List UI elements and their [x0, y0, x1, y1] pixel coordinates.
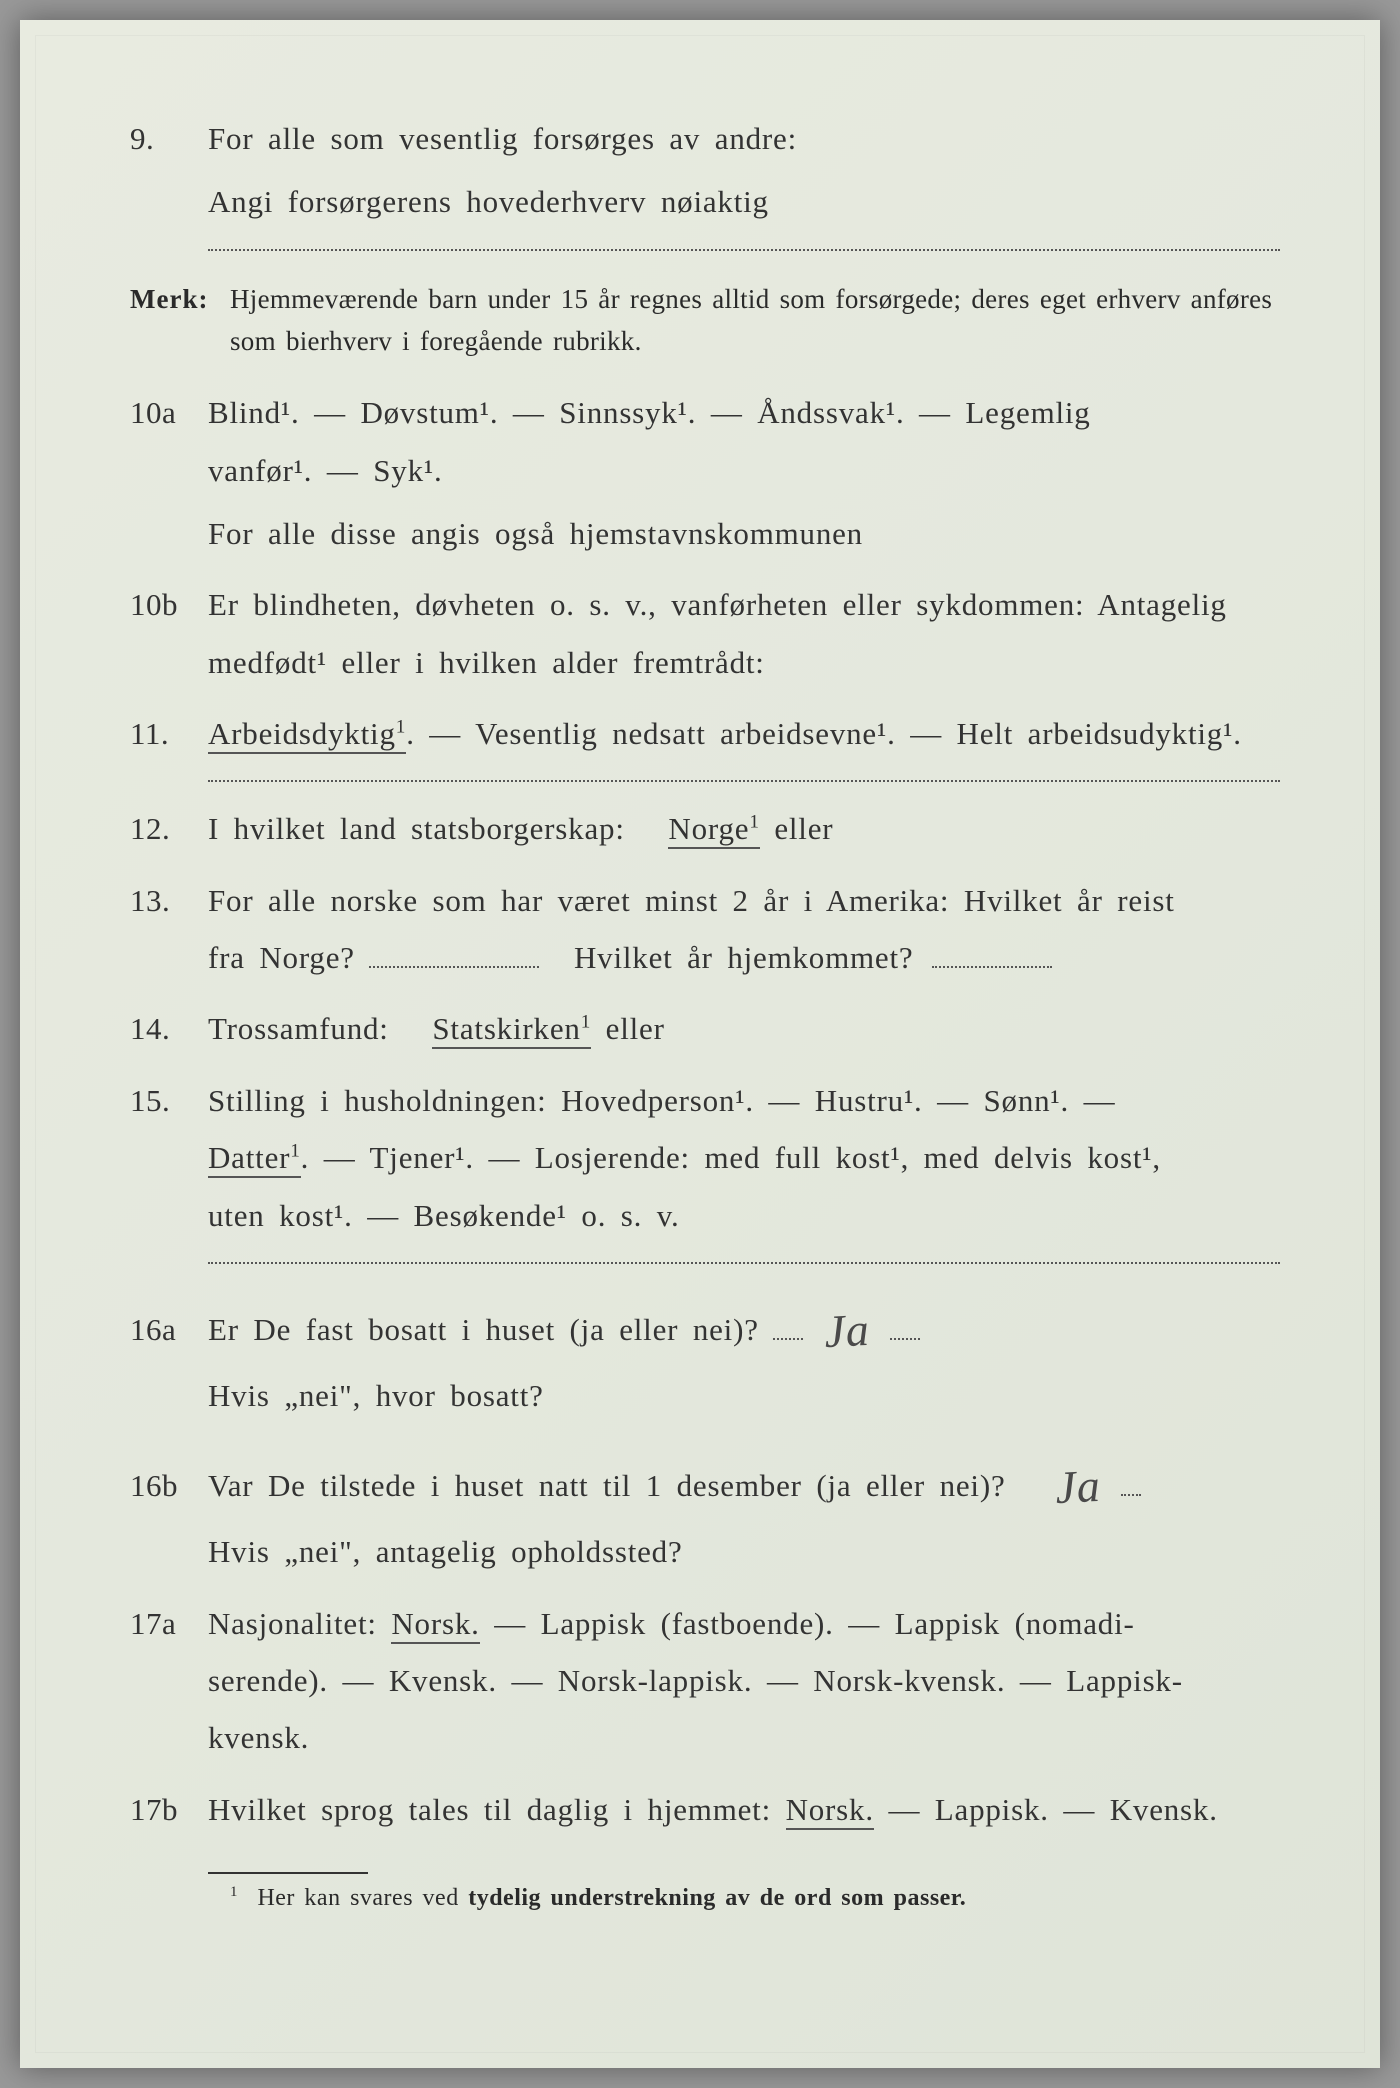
- q11-underline: [208, 780, 1280, 782]
- q15-underline: [208, 1262, 1280, 1264]
- q16a-answer-handwritten: Ja: [822, 1287, 872, 1374]
- q14-number: 14.: [130, 1000, 208, 1057]
- q16b-answer-handwritten: Ja: [1053, 1443, 1103, 1530]
- question-10b: 10b Er blindheten, døvheten o. s. v., va…: [130, 576, 1280, 691]
- q12-body: I hvilket land statsborgerskap: Norge1 e…: [208, 800, 1280, 857]
- q13-line1: For alle norske som har været minst 2 år…: [208, 872, 1280, 929]
- q16a-line1: Er De fast bosatt i huset (ja eller nei)…: [208, 1312, 759, 1347]
- q15-number: 15.: [130, 1072, 208, 1129]
- q10a-line3: For alle disse angis også hjemstavnskomm…: [208, 516, 863, 551]
- question-13: 13. For alle norske som har været minst …: [130, 872, 1280, 987]
- question-17b: 17b Hvilket sprog tales til daglig i hje…: [130, 1781, 1280, 1838]
- question-16a: 16a Er De fast bosatt i huset (ja eller …: [130, 1282, 1280, 1424]
- q15-line3: uten kost¹. — Besøkende¹ o. s. v.: [208, 1198, 680, 1233]
- q9-line1: For alle som vesentlig forsørges av andr…: [208, 110, 1280, 167]
- q9-underline: [208, 249, 1280, 251]
- q10a-opts2: vanfør¹. — Syk¹.: [208, 453, 443, 488]
- q12-selected: Norge1: [668, 811, 759, 849]
- q13-blank1[interactable]: [369, 940, 539, 968]
- q16b-dot: [1121, 1468, 1141, 1496]
- q12-number: 12.: [130, 800, 208, 857]
- question-12: 12. I hvilket land statsborgerskap: Norg…: [130, 800, 1280, 857]
- question-14: 14. Trossamfund: Statskirken1 eller: [130, 1000, 1280, 1057]
- q16a-dot1: [773, 1312, 803, 1340]
- q15-selected: Datter1: [208, 1140, 301, 1178]
- q16a-number: 16a: [130, 1301, 208, 1358]
- q17b-rest: — Lappisk. — Kvensk.: [874, 1792, 1218, 1827]
- q17a-body: Nasjonalitet: Norsk. — Lappisk (fastboen…: [208, 1595, 1280, 1652]
- q12-pre: I hvilket land statsborgerskap:: [208, 811, 639, 846]
- q10a-number: 10a: [130, 384, 208, 441]
- q17b-pre: Hvilket sprog tales til daglig i hjemmet…: [208, 1792, 786, 1827]
- q16b-line2: Hvis „nei", antagelig opholdssted?: [208, 1534, 683, 1569]
- footnote-bold: tydelig understrekning av de ord som pas…: [468, 1885, 966, 1911]
- footnote-pre: Her kan svares ved: [257, 1885, 468, 1911]
- q17a-pre: Nasjonalitet:: [208, 1606, 391, 1641]
- question-11: 11. Arbeidsdyktig1. — Vesentlig nedsatt …: [130, 705, 1280, 782]
- q17b-body: Hvilket sprog tales til daglig i hjemmet…: [208, 1781, 1280, 1838]
- q14-body: Trossamfund: Statskirken1 eller: [208, 1000, 1280, 1057]
- merk-text: Hjemmeværende barn under 15 år regnes al…: [230, 279, 1280, 363]
- question-17a: 17a Nasjonalitet: Norsk. — Lappisk (fast…: [130, 1595, 1280, 1767]
- q14-post: eller: [606, 1011, 665, 1046]
- q9-number: 9.: [130, 110, 208, 167]
- q10b-number: 10b: [130, 576, 208, 633]
- q16a-line2: Hvis „nei", hvor bosatt?: [208, 1378, 544, 1413]
- q17b-number: 17b: [130, 1781, 208, 1838]
- merk-label: Merk:: [130, 284, 230, 315]
- q11-rest: . — Vesentlig nedsatt arbeidsevne¹. — He…: [406, 716, 1242, 751]
- q10b-line1: Er blindheten, døvheten o. s. v., vanfør…: [208, 576, 1280, 633]
- q12-post: eller: [774, 811, 833, 846]
- footnote-rule: [208, 1872, 368, 1874]
- question-9: 9. For alle som vesentlig forsørges av a…: [130, 110, 1280, 251]
- q11-number: 11.: [130, 705, 208, 762]
- question-10a: 10a Blind¹. — Døvstum¹. — Sinnssyk¹. — Å…: [130, 384, 1280, 562]
- q11-selected: Arbeidsdyktig1: [208, 716, 406, 754]
- q17a-line3: kvensk.: [208, 1709, 1280, 1766]
- q17a-number: 17a: [130, 1595, 208, 1652]
- q17a-rest1: — Lappisk (fastboende). — Lappisk (nomad…: [480, 1606, 1135, 1641]
- q9-line2: Angi forsørgerens hovederhverv nøiaktig: [208, 184, 769, 219]
- question-16b: 16b Var De tilstede i huset natt til 1 d…: [130, 1438, 1280, 1580]
- q13-line2b: Hvilket år hjemkommet?: [574, 940, 914, 975]
- q17b-selected: Norsk.: [786, 1792, 874, 1830]
- merk-note: Merk: Hjemmeværende barn under 15 år reg…: [130, 279, 1280, 363]
- census-form-page: 9. For alle som vesentlig forsørges av a…: [20, 20, 1380, 2068]
- q17a-selected: Norsk.: [391, 1606, 479, 1644]
- q10b-line2: medfødt¹ eller i hvilken alder fremtrådt…: [208, 645, 765, 680]
- q16b-line1: Var De tilstede i huset natt til 1 desem…: [208, 1468, 1006, 1503]
- q16a-body: Er De fast bosatt i huset (ja eller nei)…: [208, 1282, 1280, 1367]
- q15-line1: Stilling i husholdningen: Hovedperson¹. …: [208, 1072, 1280, 1129]
- q13-blank2[interactable]: [932, 940, 1052, 968]
- q15-line2-rest: . — Tjener¹. — Losjerende: med full kost…: [301, 1140, 1161, 1175]
- q11-body: Arbeidsdyktig1. — Vesentlig nedsatt arbe…: [208, 705, 1280, 762]
- q14-selected: Statskirken1: [432, 1011, 591, 1049]
- q13-line2a: fra Norge?: [208, 940, 355, 975]
- q16b-body: Var De tilstede i huset natt til 1 desem…: [208, 1438, 1280, 1523]
- q16a-dot2: [890, 1312, 920, 1340]
- question-15: 15. Stilling i husholdningen: Hovedperso…: [130, 1072, 1280, 1264]
- q14-pre: Trossamfund:: [208, 1011, 403, 1046]
- q16b-number: 16b: [130, 1457, 208, 1514]
- q13-number: 13.: [130, 872, 208, 929]
- q10a-opts: Blind¹. — Døvstum¹. — Sinnssyk¹. — Åndss…: [208, 384, 1280, 441]
- footnote: 1 Her kan svares ved tydelig understrekn…: [230, 1884, 1280, 1912]
- footnote-marker: 1: [230, 1884, 238, 1900]
- q17a-line2: serende). — Kvensk. — Norsk-lappisk. — N…: [208, 1652, 1280, 1709]
